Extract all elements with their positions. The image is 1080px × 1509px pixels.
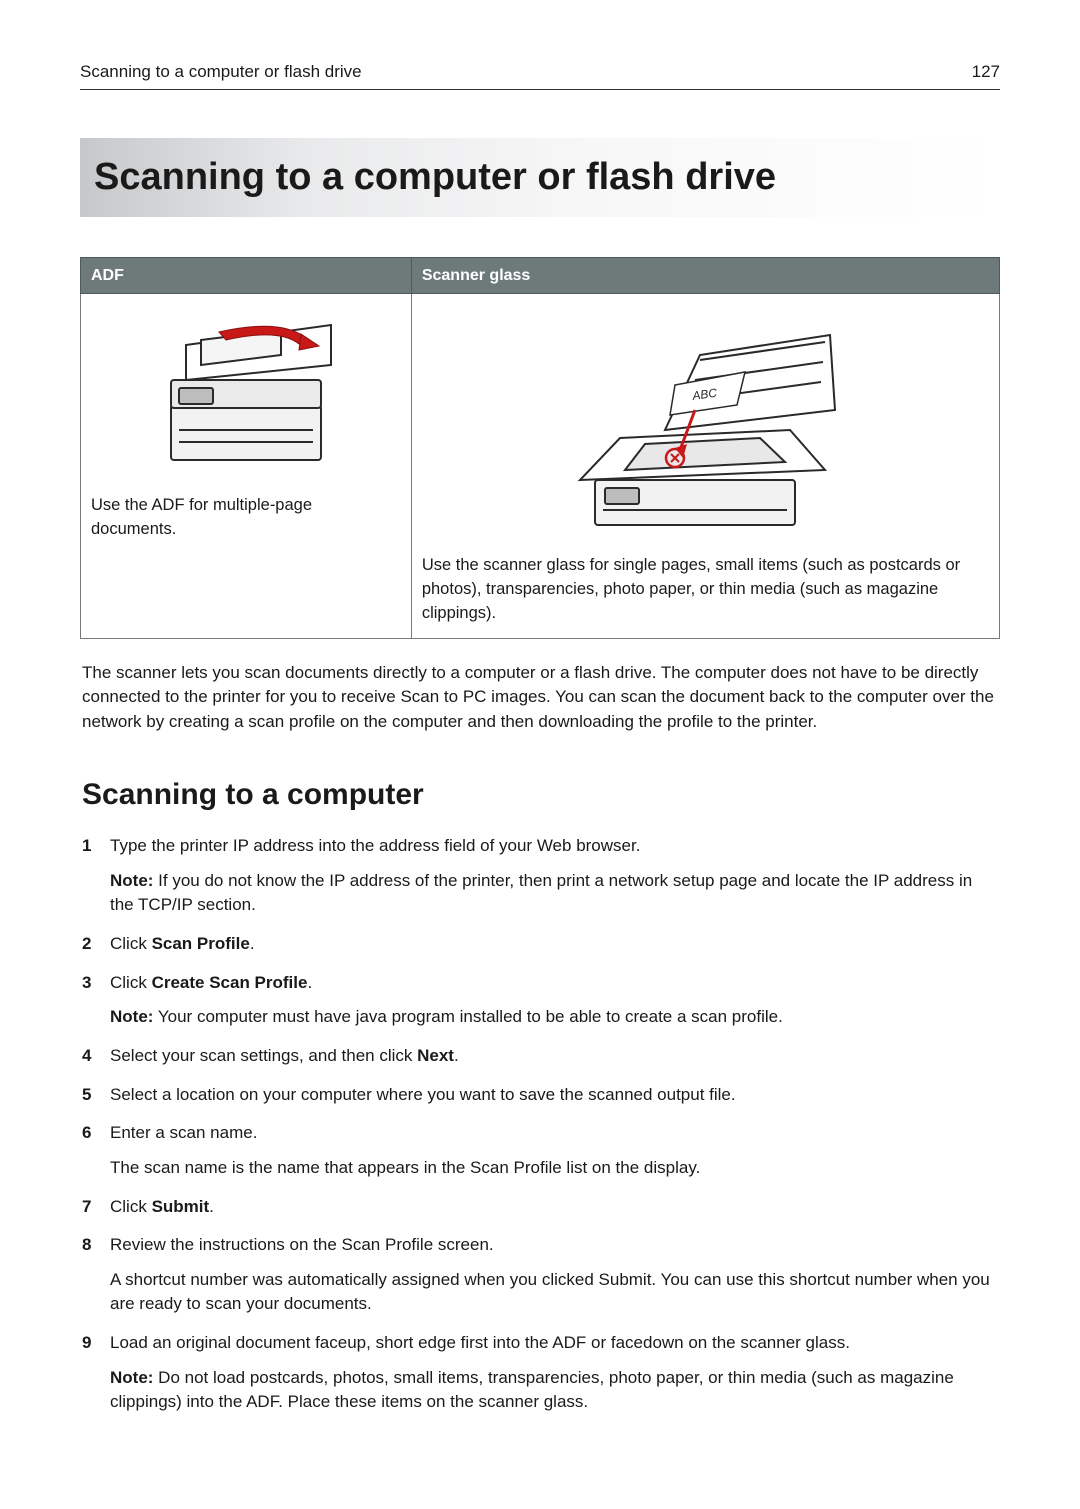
step-2: Click Scan Profile.: [82, 932, 1000, 957]
adf-vs-glass-table: ADF Scanner glass: [80, 257, 1000, 639]
col-glass-header: Scanner glass: [411, 257, 999, 293]
steps-list: Type the printer IP address into the add…: [82, 834, 1000, 1415]
adf-illustration: [91, 304, 401, 488]
intro-paragraph: The scanner lets you scan documents dire…: [82, 661, 1000, 735]
section-heading: Scanning to a computer: [82, 773, 1000, 817]
step-3-note: Note: Your computer must have java progr…: [110, 1005, 1000, 1030]
step-3: Click Create Scan Profile. Note: Your co…: [82, 971, 1000, 1030]
page-header: Scanning to a computer or flash drive 12…: [80, 60, 1000, 90]
step-8-sub: A shortcut number was automatically assi…: [110, 1268, 1000, 1317]
glass-caption: Use the scanner glass for single pages, …: [422, 554, 989, 626]
step-1-note: Note: If you do not know the IP address …: [110, 869, 1000, 918]
col-adf-header: ADF: [81, 257, 412, 293]
header-left: Scanning to a computer or flash drive: [80, 60, 362, 85]
page-title: Scanning to a computer or flash drive: [80, 138, 1000, 217]
header-page-number: 127: [972, 60, 1000, 85]
step-1: Type the printer IP address into the add…: [82, 834, 1000, 918]
col-glass-cell: ABC Use the scanner glass for single pag…: [411, 293, 999, 638]
step-9: Load an original document faceup, short …: [82, 1331, 1000, 1415]
adf-caption: Use the ADF for multiple‑page documents.: [91, 494, 401, 542]
step-7: Click Submit.: [82, 1195, 1000, 1220]
step-6-sub: The scan name is the name that appears i…: [110, 1156, 1000, 1181]
col-adf-cell: Use the ADF for multiple‑page documents.: [81, 293, 412, 638]
step-6: Enter a scan name. The scan name is the …: [82, 1121, 1000, 1180]
step-4: Select your scan settings, and then clic…: [82, 1044, 1000, 1069]
glass-illustration: ABC: [422, 304, 989, 548]
step-9-note: Note: Do not load postcards, photos, sma…: [110, 1366, 1000, 1415]
step-8: Review the instructions on the Scan Prof…: [82, 1233, 1000, 1317]
step-5: Select a location on your computer where…: [82, 1083, 1000, 1108]
